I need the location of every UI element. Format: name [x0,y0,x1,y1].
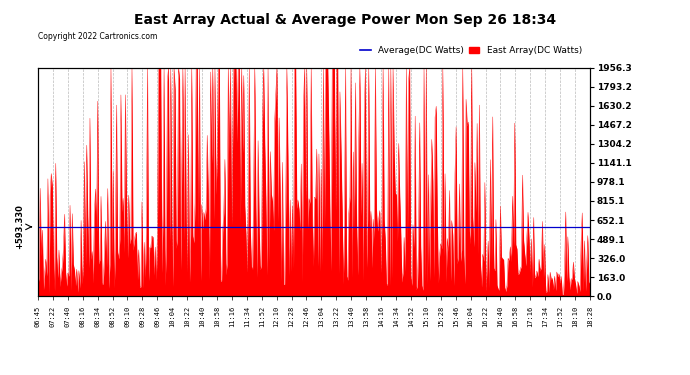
Text: +593.330: +593.330 [15,204,24,249]
Text: East Array Actual & Average Power Mon Sep 26 18:34: East Array Actual & Average Power Mon Se… [134,13,556,27]
Text: Copyright 2022 Cartronics.com: Copyright 2022 Cartronics.com [38,32,157,41]
Legend: Average(DC Watts), East Array(DC Watts): Average(DC Watts), East Array(DC Watts) [357,42,585,58]
